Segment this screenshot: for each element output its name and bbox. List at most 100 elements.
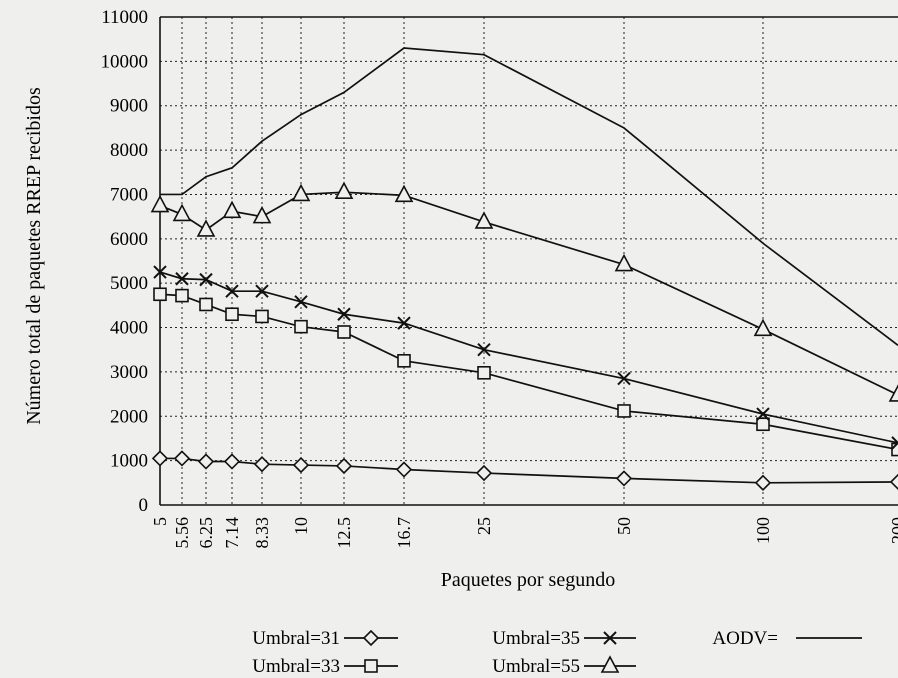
triangle-marker (394, 184, 414, 203)
y-tick-label: 5000 (110, 273, 148, 294)
x-marker-stroke (153, 265, 167, 279)
square-marker (153, 287, 167, 302)
legend-label: Umbral=55 (492, 656, 580, 677)
diamond-marker (253, 456, 271, 473)
x-tick-label: 5 (150, 517, 170, 526)
x-tick-label: 10 (291, 517, 311, 535)
diamond-marker (615, 470, 633, 487)
series-layer (150, 47, 898, 491)
series-umbral-31 (151, 450, 898, 491)
legend-label: AODV= (712, 628, 778, 649)
triangle-marker (252, 205, 272, 224)
x-marker-stroke (199, 272, 213, 287)
triangle-marker (222, 200, 242, 219)
x-marker-stroke (603, 631, 617, 645)
y-tick-label: 9000 (110, 96, 148, 117)
x-marker (477, 343, 491, 357)
legend-entry: AODV= (712, 628, 862, 649)
square-marker (225, 307, 239, 322)
diamond-marker (292, 456, 310, 474)
square-marker (294, 319, 308, 334)
x-tick-label: 50 (614, 517, 634, 535)
diamond-marker (475, 464, 493, 482)
x-tick-label: 16.7 (394, 517, 414, 549)
y-tick-label: 4000 (110, 318, 148, 339)
series-aodv- (160, 47, 898, 346)
x-marker (397, 316, 411, 330)
diamond-marker (173, 450, 191, 467)
y-tick-label: 7000 (110, 184, 148, 205)
legend-label: Umbral=31 (252, 628, 340, 649)
y-tick-label: 11000 (101, 7, 148, 28)
x-marker-stroke (294, 295, 308, 309)
diamond-marker (362, 629, 380, 647)
square-marker (891, 442, 898, 457)
legend-label: Umbral=33 (252, 656, 340, 677)
square-marker (364, 659, 378, 673)
square-marker (255, 309, 269, 324)
x-tick-label: 12.5 (334, 517, 354, 549)
y-tick-label: 1000 (110, 451, 148, 472)
x-axis-label: Paquetes por segundo (441, 569, 615, 591)
diamond-marker (223, 453, 241, 470)
diamond-marker (335, 457, 353, 475)
x-marker (603, 631, 617, 645)
x-tick-label: 200 (888, 517, 898, 544)
diamond-marker (197, 453, 215, 470)
x-marker (153, 265, 167, 279)
legend-entry: Umbral=31 (252, 628, 398, 649)
triangle-marker (888, 384, 898, 402)
legend-entry: Umbral=33 (252, 656, 398, 677)
square-marker (617, 404, 631, 418)
x-tick-label: 5.56 (172, 517, 192, 549)
triangle-marker (291, 183, 311, 202)
x-marker-stroke (397, 316, 411, 330)
x-marker-stroke (225, 284, 239, 298)
axes (159, 16, 898, 506)
triangle-marker (614, 253, 634, 272)
x-marker (756, 407, 770, 421)
diamond-marker (889, 473, 898, 491)
x-tick-label: 8.33 (252, 517, 272, 549)
square-marker (477, 365, 491, 380)
x-marker (255, 284, 269, 298)
y-axis-label: Número total de paquetes RREP recibidos (23, 87, 45, 425)
x-tick-label: 7.14 (222, 517, 242, 549)
series-umbral-55 (150, 181, 898, 402)
series-umbral-35 (153, 265, 898, 450)
triangle-marker (474, 211, 494, 229)
square-marker (397, 354, 411, 368)
x-marker (337, 307, 351, 321)
series-line (160, 457, 898, 484)
triangle-marker (196, 219, 216, 237)
y-tick-label: 8000 (110, 140, 148, 161)
triangle-marker (150, 194, 170, 213)
x-marker-stroke (337, 307, 351, 321)
square-marker (337, 325, 351, 339)
triangle-marker (753, 318, 773, 337)
legend-entry: Umbral=55 (492, 655, 636, 677)
series-line (159, 271, 898, 444)
x-marker (294, 295, 308, 309)
x-marker (891, 436, 898, 450)
series-umbral-33 (153, 287, 898, 457)
legend-entry: Umbral=35 (492, 628, 636, 649)
x-marker (225, 284, 239, 298)
x-marker-stroke (477, 343, 491, 357)
triangle-marker (600, 655, 620, 673)
x-tick-label: 100 (753, 517, 773, 544)
y-tick-label: 0 (139, 495, 149, 516)
triangle-marker (172, 203, 192, 222)
square-marker (756, 417, 770, 432)
legend-label: Umbral=35 (492, 628, 580, 649)
series-line (160, 47, 898, 346)
diamond-marker (754, 474, 772, 491)
x-tick-label: 25 (474, 517, 494, 535)
x-marker-stroke (255, 284, 269, 298)
diamond-marker (151, 450, 169, 467)
x-marker (175, 272, 189, 286)
x-marker (617, 371, 631, 386)
x-marker-stroke (891, 441, 898, 450)
x-tick-labels: 5 5.56 6.25 7.14 8.33 10 12.5 16.7 25 50 100 200 (150, 517, 898, 549)
